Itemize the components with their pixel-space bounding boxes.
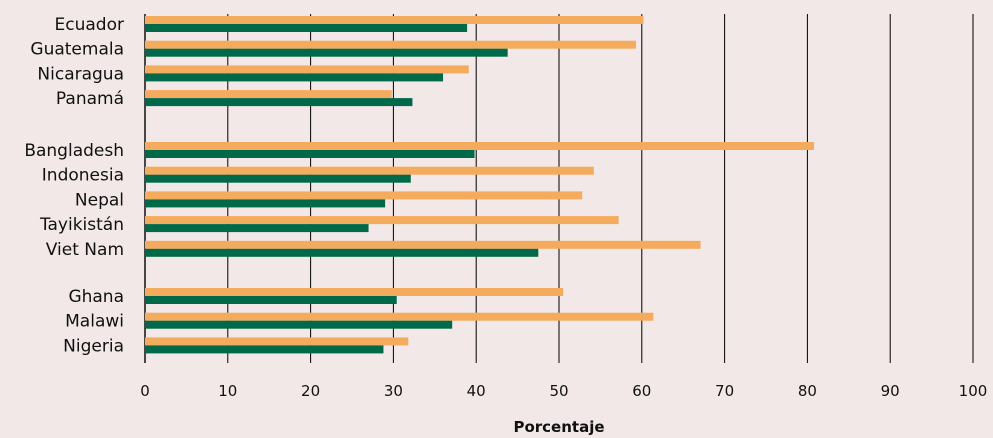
bar-green <box>145 199 386 208</box>
category-label: Indonesia <box>42 166 124 186</box>
x-tick-label: 100 <box>959 382 988 400</box>
bar-green <box>145 224 369 233</box>
category-label: Ecuador <box>55 15 124 35</box>
x-tick-label: 60 <box>632 382 651 400</box>
bar-orange <box>145 142 815 150</box>
category-label: Malawi <box>65 312 124 332</box>
bar-green <box>145 345 384 354</box>
bar-orange <box>145 40 637 49</box>
bar-orange <box>145 312 654 321</box>
bar-green <box>145 296 397 304</box>
category-label: Nigeria <box>63 336 124 356</box>
bar-green <box>145 98 413 107</box>
x-tick-label: 10 <box>218 382 237 400</box>
x-tick-label: 30 <box>384 382 403 400</box>
bar-orange <box>145 337 409 346</box>
x-tick-label: 40 <box>467 382 486 400</box>
category-label: Ghana <box>68 287 124 307</box>
bar-orange <box>145 288 564 296</box>
x-tick-label: 20 <box>301 382 320 400</box>
x-tick-label: 90 <box>881 382 900 400</box>
category-label: Tayikistán <box>39 215 124 235</box>
bar-green <box>145 48 508 57</box>
category-label: Nicaragua <box>37 64 124 84</box>
bar-orange <box>145 166 594 175</box>
bar-green <box>145 248 539 257</box>
bar-green <box>145 150 475 158</box>
category-labels: Ecuador Guatemala Nicaragua Panamá Banglades… <box>24 15 124 356</box>
bar-orange <box>145 90 392 99</box>
bars <box>145 16 815 354</box>
category-label: Viet Nam <box>46 240 124 260</box>
x-tick-labels: 0 10 20 30 40 50 60 70 80 90 100 <box>140 382 987 400</box>
category-label: Bangladesh <box>24 141 124 161</box>
category-label: Nepal <box>75 190 124 210</box>
bar-orange <box>145 65 469 74</box>
x-axis-title: Porcentaje <box>513 418 604 436</box>
bar-green <box>145 24 468 32</box>
x-tick-label: 80 <box>798 382 817 400</box>
category-label: Guatemala <box>30 40 124 60</box>
bar-green <box>145 320 453 329</box>
x-tick-label: 0 <box>140 382 150 400</box>
bar-orange <box>145 16 644 24</box>
x-tick-label: 70 <box>715 382 734 400</box>
category-label: Panamá <box>56 89 124 109</box>
bar-orange <box>145 216 619 225</box>
bar-green <box>145 73 444 82</box>
bar-orange <box>145 240 701 249</box>
x-tick-label: 50 <box>549 382 568 400</box>
bar-orange <box>145 191 583 200</box>
bar-green <box>145 174 411 183</box>
